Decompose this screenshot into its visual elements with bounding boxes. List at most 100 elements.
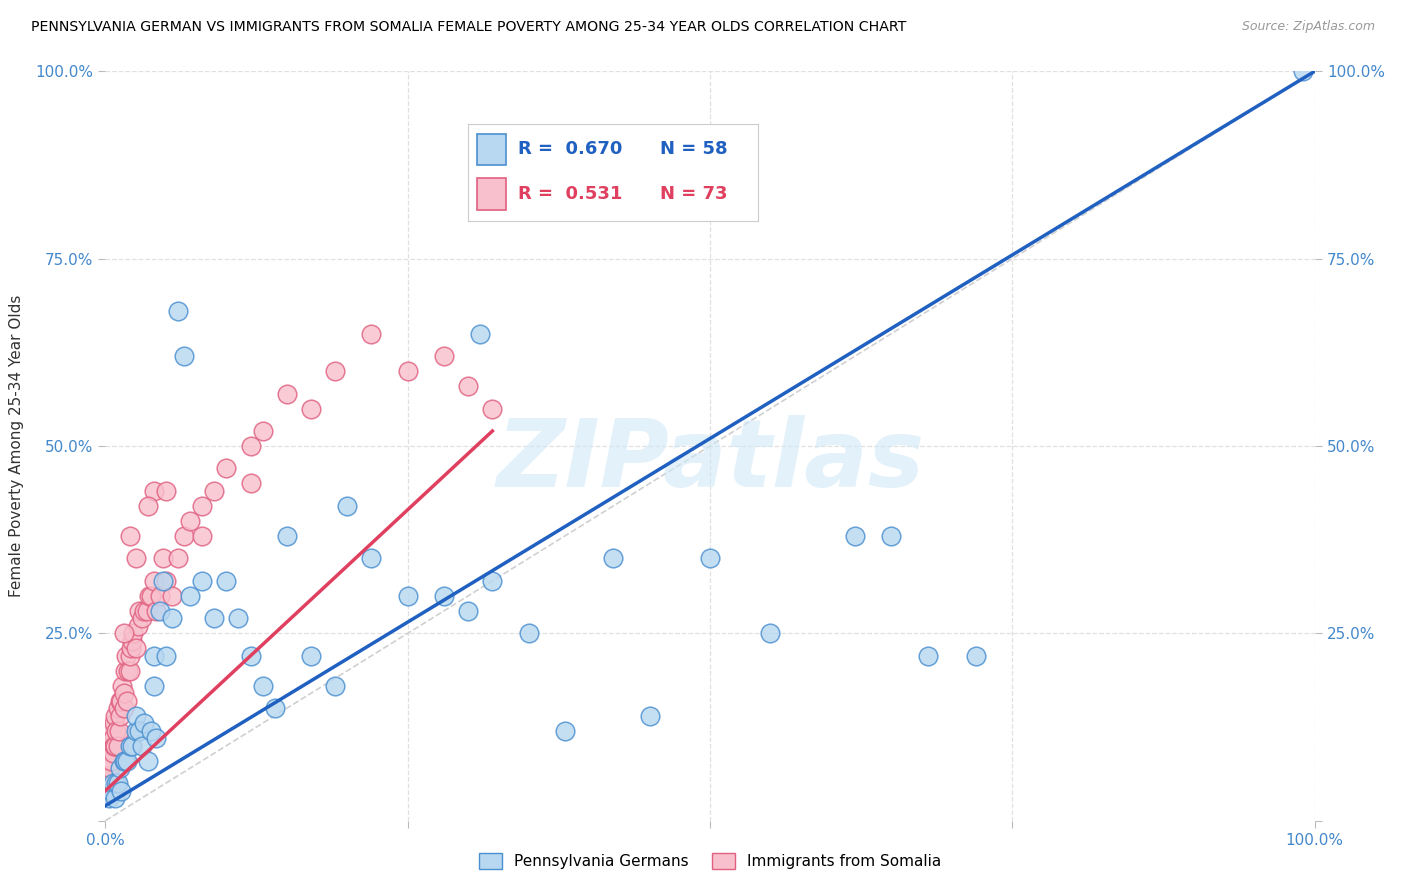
Point: [136, 754, 159, 768]
Point: [215, 461, 238, 475]
Point: [145, 731, 167, 746]
Point: [276, 386, 298, 401]
Point: [108, 761, 131, 775]
Point: [1291, 64, 1313, 78]
Point: [128, 723, 150, 738]
Point: [145, 604, 167, 618]
Point: [155, 483, 177, 498]
Point: [136, 499, 159, 513]
Point: [107, 776, 129, 790]
Point: [160, 589, 183, 603]
Point: [104, 739, 127, 753]
Point: [115, 648, 138, 663]
Text: Source: ZipAtlas.com: Source: ZipAtlas.com: [1241, 20, 1375, 33]
Point: [965, 648, 987, 663]
Point: [155, 648, 177, 663]
Point: [336, 499, 359, 513]
Point: [470, 326, 492, 341]
Point: [844, 529, 866, 543]
Point: [160, 611, 183, 625]
Point: [98, 761, 121, 775]
Point: [759, 626, 782, 640]
Point: [114, 664, 136, 678]
Point: [121, 633, 143, 648]
Point: [117, 664, 139, 678]
Point: [103, 739, 125, 753]
Point: [360, 551, 382, 566]
Point: [152, 574, 174, 588]
Point: [142, 679, 165, 693]
Point: [118, 529, 141, 543]
Point: [98, 769, 121, 783]
Point: [100, 723, 122, 738]
Text: N = 58: N = 58: [659, 140, 727, 158]
Point: [457, 604, 479, 618]
Point: [128, 604, 150, 618]
Point: [173, 349, 195, 363]
Point: [125, 723, 148, 738]
Point: [110, 783, 132, 797]
Point: [115, 754, 138, 768]
Text: PENNSYLVANIA GERMAN VS IMMIGRANTS FROM SOMALIA FEMALE POVERTY AMONG 25-34 YEAR O: PENNSYLVANIA GERMAN VS IMMIGRANTS FROM S…: [31, 20, 907, 34]
Point: [112, 626, 135, 640]
Point: [396, 589, 419, 603]
Point: [96, 783, 118, 797]
Point: [97, 776, 120, 790]
Point: [131, 739, 153, 753]
Point: [103, 716, 125, 731]
Point: [167, 304, 190, 318]
Point: [112, 701, 135, 715]
Point: [239, 476, 262, 491]
Point: [104, 791, 127, 805]
Text: R =  0.670: R = 0.670: [517, 140, 621, 158]
Point: [108, 708, 131, 723]
Point: [880, 529, 903, 543]
Point: [323, 364, 346, 378]
Point: [239, 439, 262, 453]
Point: [602, 551, 624, 566]
Point: [252, 424, 274, 438]
Point: [118, 739, 141, 753]
Point: [98, 739, 121, 753]
Point: [118, 648, 141, 663]
Point: [173, 529, 195, 543]
Point: [433, 589, 456, 603]
Point: [120, 641, 142, 656]
Point: [142, 574, 165, 588]
Point: [131, 611, 153, 625]
Point: [118, 664, 141, 678]
Point: [191, 499, 214, 513]
Point: [202, 483, 225, 498]
Point: [104, 708, 127, 723]
Point: [101, 776, 124, 790]
Point: [179, 589, 201, 603]
Point: [98, 754, 121, 768]
Point: [228, 611, 250, 625]
Point: [107, 701, 129, 715]
Point: [98, 791, 121, 805]
Point: [97, 761, 120, 775]
Point: [127, 619, 149, 633]
Point: [299, 401, 322, 416]
Point: [457, 379, 479, 393]
Point: [191, 574, 214, 588]
Text: R =  0.531: R = 0.531: [517, 185, 621, 203]
Point: [114, 754, 136, 768]
Point: [100, 783, 122, 797]
Point: [433, 349, 456, 363]
Point: [239, 648, 262, 663]
Point: [263, 701, 285, 715]
Point: [554, 723, 576, 738]
Point: [107, 723, 129, 738]
Point: [323, 679, 346, 693]
Point: [101, 746, 124, 760]
Point: [141, 723, 163, 738]
Point: [121, 739, 143, 753]
Bar: [477, 134, 506, 165]
Point: [96, 769, 118, 783]
Point: [101, 731, 124, 746]
Point: [155, 574, 177, 588]
Point: [191, 529, 214, 543]
Point: [105, 723, 128, 738]
Point: [215, 574, 238, 588]
